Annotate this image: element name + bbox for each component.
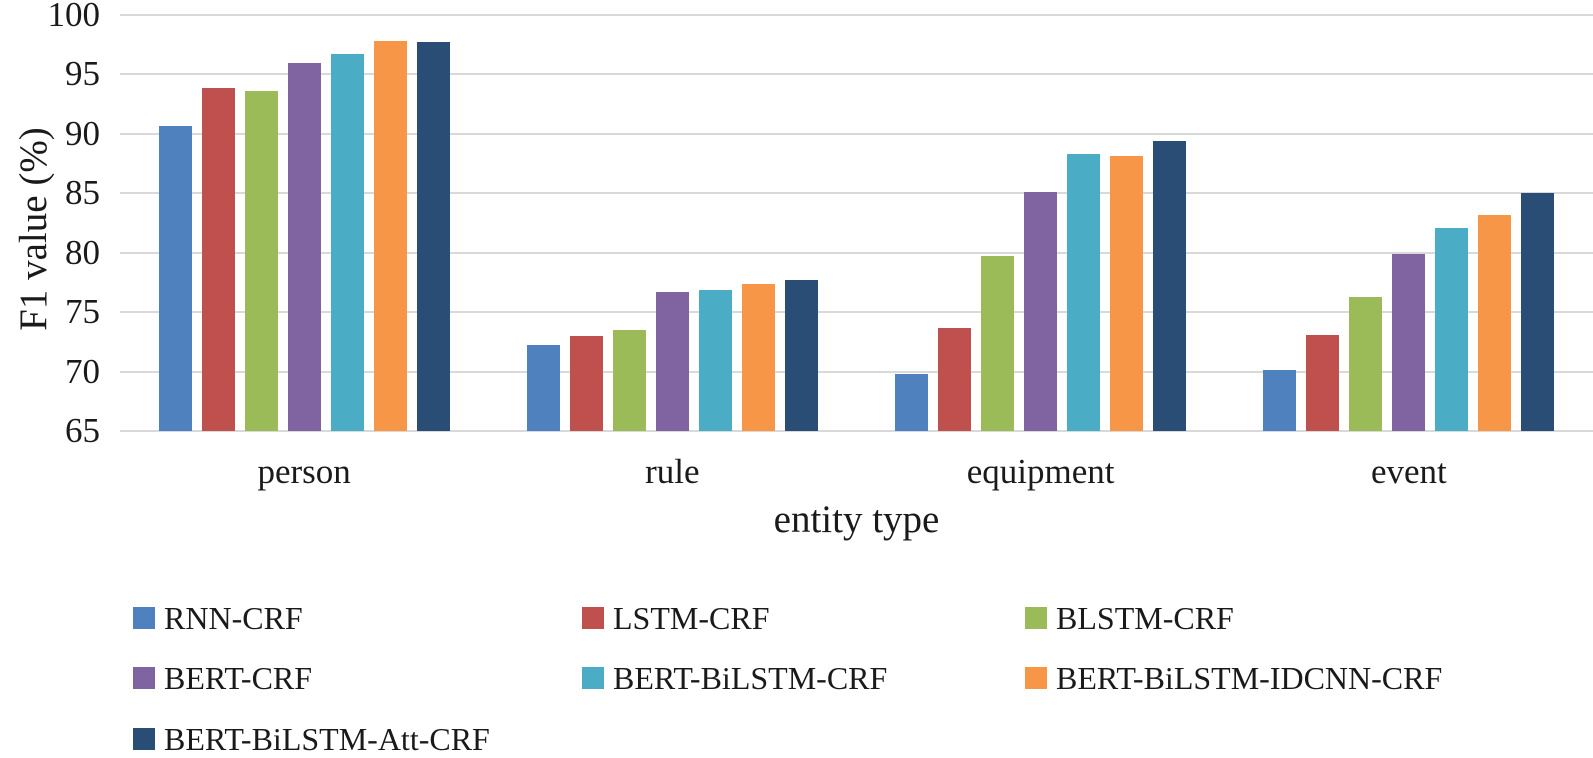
bar-RNN-CRF-person bbox=[158, 125, 192, 431]
legend-label: BERT-BiLSTM-CRF bbox=[613, 660, 888, 696]
bar-BERT-BiLSTM-Att-CRF-rule bbox=[784, 280, 818, 431]
gridline-y-80 bbox=[120, 251, 1593, 254]
legend-swatch-icon bbox=[582, 667, 604, 689]
bar-BERT-BiLSTM-IDCNN-CRF-rule bbox=[741, 283, 775, 431]
gridline-y-65 bbox=[120, 430, 1593, 432]
bar-RNN-CRF-rule bbox=[526, 345, 560, 431]
legend-label: LSTM-CRF bbox=[613, 600, 770, 636]
bar-BERT-BiLSTM-Att-CRF-event bbox=[1521, 193, 1555, 431]
category-label-rule: rule bbox=[645, 452, 700, 491]
bar-LSTM-CRF-equipment bbox=[938, 327, 972, 431]
legend-swatch-icon bbox=[1025, 607, 1047, 629]
legend-label: BERT-CRF bbox=[164, 660, 313, 696]
gridline-y-70 bbox=[120, 370, 1593, 373]
y-tick-label-95: 95 bbox=[65, 54, 100, 94]
y-tick-label-75: 75 bbox=[65, 292, 100, 332]
gridline-y-100 bbox=[120, 14, 1593, 16]
bar-BERT-BiLSTM-IDCNN-CRF-person bbox=[373, 41, 407, 431]
y-tick-label-90: 90 bbox=[65, 113, 100, 153]
bar-RNN-CRF-equipment bbox=[895, 373, 929, 431]
legend-item-BERT-BiLSTM-CRF: BERT-BiLSTM-CRF bbox=[582, 659, 887, 697]
bar-BERT-CRF-equipment bbox=[1024, 192, 1058, 431]
legend-swatch-icon bbox=[133, 607, 155, 629]
gridline-y-85 bbox=[120, 192, 1593, 195]
y-tick-label-100: 100 bbox=[47, 0, 101, 34]
legend-label: BERT-BiLSTM-Att-CRF bbox=[164, 721, 490, 757]
gridline-y-90 bbox=[120, 132, 1593, 135]
category-label-person: person bbox=[257, 452, 351, 491]
bar-BLSTM-CRF-person bbox=[244, 91, 278, 431]
legend-item-BERT-BiLSTM-Att-CRF: BERT-BiLSTM-Att-CRF bbox=[133, 720, 490, 758]
bar-BERT-BiLSTM-Att-CRF-equipment bbox=[1153, 140, 1187, 431]
legend-swatch-icon bbox=[133, 728, 155, 750]
bar-RNN-CRF-event bbox=[1263, 370, 1297, 431]
legend-item-RNN-CRF: RNN-CRF bbox=[133, 599, 303, 637]
bar-BERT-BiLSTM-CRF-rule bbox=[698, 289, 732, 431]
legend-label: BLSTM-CRF bbox=[1056, 600, 1234, 636]
bar-BERT-BiLSTM-Att-CRF-person bbox=[416, 42, 450, 431]
bar-LSTM-CRF-event bbox=[1306, 334, 1340, 431]
category-label-equipment: equipment bbox=[966, 452, 1115, 491]
legend-label: BERT-BiLSTM-IDCNN-CRF bbox=[1056, 660, 1443, 696]
legend-item-BLSTM-CRF: BLSTM-CRF bbox=[1025, 599, 1234, 637]
bar-BLSTM-CRF-equipment bbox=[981, 256, 1015, 431]
legend-swatch-icon bbox=[582, 607, 604, 629]
bar-BLSTM-CRF-rule bbox=[612, 329, 646, 431]
bar-BERT-CRF-rule bbox=[655, 291, 689, 431]
gridline-y-75 bbox=[120, 311, 1593, 314]
bar-BLSTM-CRF-event bbox=[1349, 296, 1383, 431]
x-axis-title: entity type bbox=[773, 498, 940, 541]
bar-BERT-CRF-person bbox=[287, 62, 321, 431]
y-tick-label-85: 85 bbox=[65, 173, 100, 213]
bar-BERT-BiLSTM-CRF-event bbox=[1435, 227, 1469, 431]
bar-BERT-BiLSTM-IDCNN-CRF-event bbox=[1478, 214, 1512, 431]
legend-swatch-icon bbox=[1025, 667, 1047, 689]
legend-label: RNN-CRF bbox=[164, 600, 303, 636]
bar-BERT-CRF-event bbox=[1392, 253, 1426, 431]
bar-BERT-BiLSTM-CRF-equipment bbox=[1067, 154, 1101, 431]
gridline-y-95 bbox=[120, 73, 1593, 76]
bar-BERT-BiLSTM-CRF-person bbox=[330, 54, 364, 431]
legend-swatch-icon bbox=[133, 667, 155, 689]
legend-item-BERT-CRF: BERT-CRF bbox=[133, 659, 312, 697]
y-tick-label-80: 80 bbox=[65, 232, 100, 272]
bar-LSTM-CRF-rule bbox=[569, 335, 603, 431]
bar-LSTM-CRF-person bbox=[201, 87, 235, 431]
y-tick-label-65: 65 bbox=[65, 411, 100, 450]
bar-BERT-BiLSTM-IDCNN-CRF-equipment bbox=[1110, 156, 1144, 431]
legend-item-BERT-BiLSTM-IDCNN-CRF: BERT-BiLSTM-IDCNN-CRF bbox=[1025, 659, 1442, 697]
category-label-event: event bbox=[1370, 452, 1447, 491]
y-tick-label-70: 70 bbox=[65, 351, 100, 391]
legend-item-LSTM-CRF: LSTM-CRF bbox=[582, 599, 769, 637]
